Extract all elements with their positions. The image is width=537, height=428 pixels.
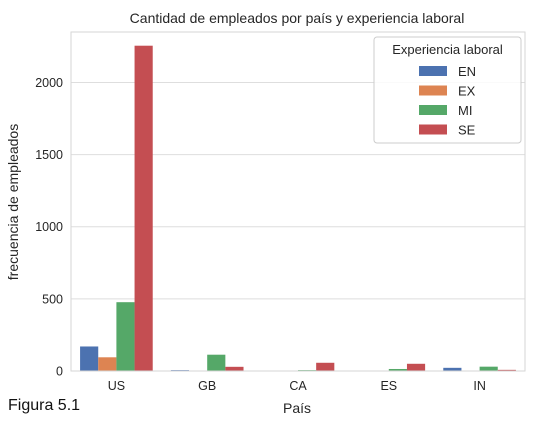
bar-EN-US — [80, 346, 99, 371]
legend-label-SE: SE — [458, 123, 476, 138]
x-tick-label: IN — [473, 379, 486, 393]
bar-SE-ES — [406, 363, 426, 371]
bars — [80, 45, 516, 371]
y-tick-label: 2000 — [35, 76, 63, 90]
y-tick-label: 1500 — [35, 148, 63, 162]
legend-title: Experiencia laboral — [392, 42, 503, 57]
y-axis-label: frecuencia de empleados — [5, 124, 21, 280]
bar-EN-IN — [443, 367, 462, 371]
chart-title: Cantidad de empleados por país y experie… — [130, 10, 465, 26]
bar-MI-US — [116, 302, 135, 371]
x-axis-label: País — [283, 400, 311, 416]
legend-box — [373, 36, 522, 144]
bar-MI-GB — [207, 354, 226, 371]
figure-caption: Figura 5.1 — [8, 397, 81, 414]
plot-frame — [70, 31, 526, 372]
y-tick-label: 1000 — [35, 220, 63, 234]
legend-label-EN: EN — [458, 64, 476, 79]
x-tick-label: GB — [198, 379, 216, 393]
legend: Experiencia laboral EN EX MI SE — [373, 36, 522, 144]
x-tick-label: ES — [380, 379, 397, 393]
bar-SE-IN — [497, 369, 516, 371]
bar-SE-CA — [316, 362, 335, 371]
x-tick-label: US — [108, 379, 125, 393]
legend-label-EX: EX — [458, 84, 476, 99]
bar-MI-ES — [388, 368, 407, 371]
legend-swatch-MI — [419, 105, 447, 115]
axes: 0 500 1000 1500 2000 US GB CA ES IN — [35, 31, 526, 393]
y-tick-label: 500 — [42, 292, 63, 306]
legend-swatch-EN — [419, 66, 447, 76]
bar-SE-US — [134, 45, 153, 371]
legend-swatch-EX — [419, 85, 447, 96]
bar-EX-US — [98, 357, 117, 371]
y-tick-label: 0 — [56, 365, 63, 379]
bar-SE-GB — [225, 366, 244, 371]
bar-MI-IN — [479, 366, 498, 371]
legend-label-MI: MI — [458, 103, 472, 118]
x-tick-label: CA — [289, 379, 307, 393]
legend-swatch-SE — [419, 124, 447, 135]
